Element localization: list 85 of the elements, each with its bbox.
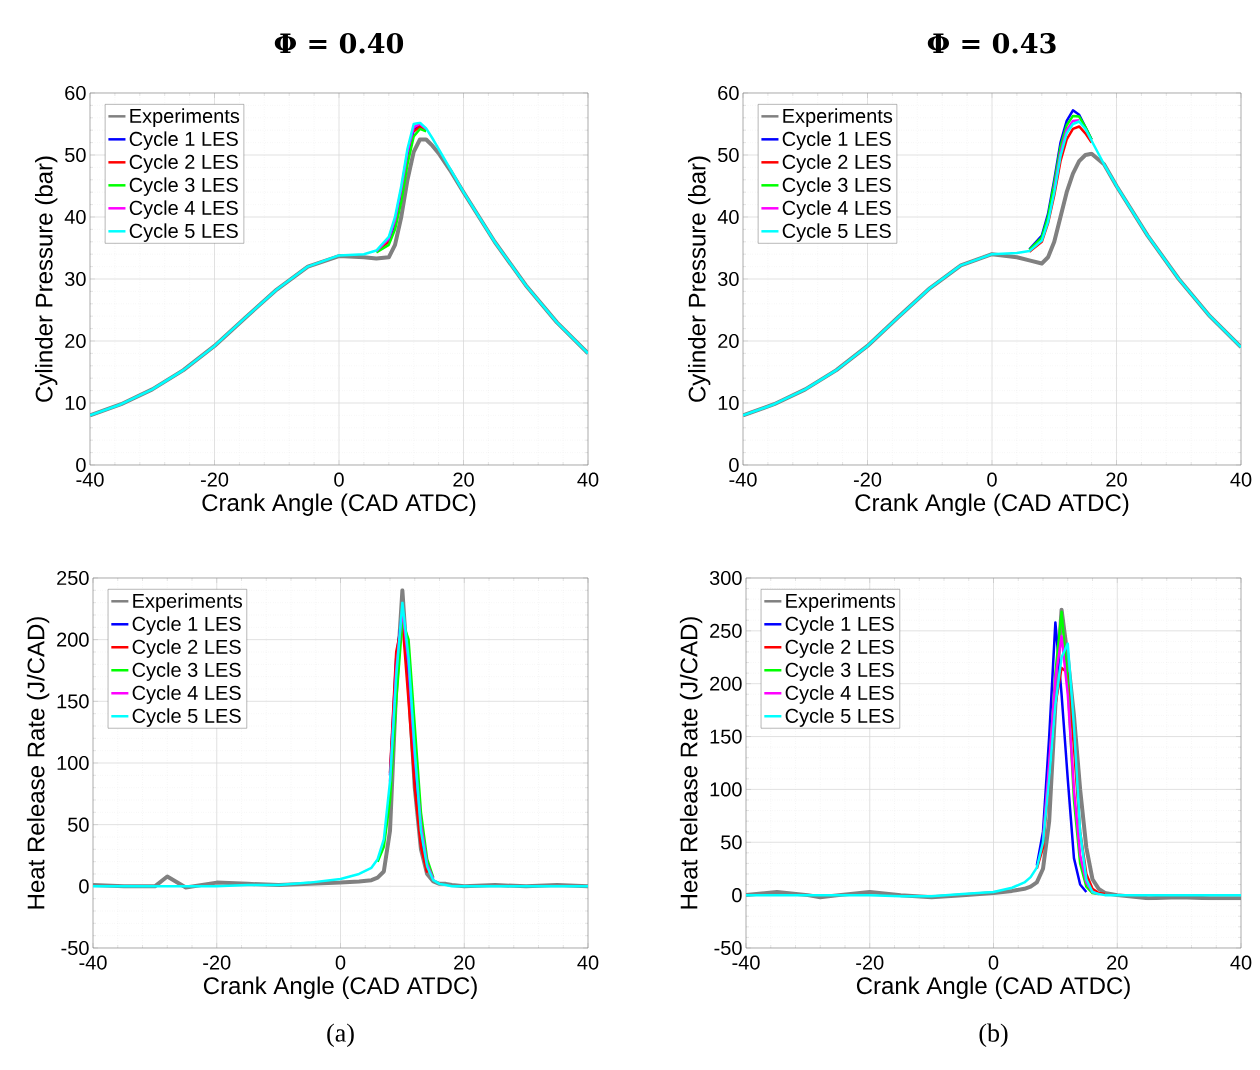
legend-label: Cycle 1 LES [129, 131, 238, 150]
y-tick-label: -50 [61, 940, 89, 956]
legend-label: Cycle 5 LES [785, 708, 894, 727]
y-tick-label: 50 [721, 835, 742, 850]
x-tick-label: 20 [1107, 955, 1128, 970]
y-axis-title: Cylinder Pressure (bar) [34, 156, 58, 402]
y-tick-label: 40 [717, 209, 739, 225]
x-tick-label: 20 [1106, 472, 1127, 487]
x-tick-label: 40 [1230, 955, 1252, 970]
legend-label: Experiments [786, 593, 896, 612]
legend-label: Cycle 5 LES [782, 223, 891, 242]
x-tick-label: 20 [453, 472, 474, 487]
y-tick-label: 30 [65, 271, 86, 287]
legend-label: Cycle 1 LES [785, 616, 894, 635]
legend-label: Cycle 1 LES [132, 616, 241, 635]
legend-label: Cycle 2 LES [132, 639, 241, 658]
y-tick-label: 50 [718, 147, 739, 163]
x-tick-label: -20 [856, 955, 884, 970]
x-tick-label: -20 [853, 472, 882, 487]
y-tick-label: 30 [718, 271, 739, 287]
y-tick-label: 200 [57, 632, 89, 647]
legend-label: Cycle 4 LES [129, 200, 238, 219]
x-tick-label: 20 [454, 955, 475, 970]
legend-label: Cycle 3 LES [782, 177, 891, 196]
x-axis-title: Crank Angle (CAD ATDC) [856, 976, 1130, 999]
legend-label: Experiments [133, 593, 243, 612]
legend-label: Cycle 3 LES [132, 662, 241, 681]
x-tick-label: 0 [335, 955, 346, 970]
text: (a) [327, 1023, 354, 1048]
x-tick-label: 40 [1230, 472, 1252, 487]
chart-title: Φ = 0.43 [927, 33, 1056, 54]
legend-label: Cycle 4 LES [782, 200, 891, 219]
y-axis-title: Heat Release Rate (J/CAD) [26, 617, 50, 909]
y-tick-label: 50 [65, 147, 86, 163]
y-tick-label: 150 [57, 694, 89, 709]
y-tick-label: 0 [729, 457, 739, 473]
y-tick-label: -50 [714, 940, 742, 956]
y-tick-label: 20 [718, 333, 739, 349]
legend-label: Cycle 3 LES [785, 662, 894, 681]
x-tick-label: -40 [732, 955, 760, 970]
y-tick-label: 200 [710, 676, 742, 691]
legend-label: Cycle 2 LES [782, 154, 891, 173]
x-axis-title: Crank Angle (CAD ATDC) [855, 493, 1129, 516]
legend-label: Cycle 3 LES [129, 177, 238, 196]
x-tick-label: -20 [200, 472, 229, 487]
x-tick-label: -20 [203, 955, 231, 970]
y-tick-label: 150 [710, 729, 742, 744]
y-tick-label: 0 [79, 879, 89, 894]
text: (b) [979, 1023, 1008, 1048]
y-tick-label: 50 [68, 817, 89, 832]
y-tick-label: 10 [718, 395, 739, 411]
legend-label: Cycle 5 LES [132, 708, 241, 727]
x-tick-label: 0 [334, 472, 344, 487]
y-tick-label: 20 [65, 333, 86, 349]
y-tick-label: 10 [65, 395, 86, 411]
y-tick-label: 40 [64, 209, 86, 225]
y-tick-label: 100 [710, 782, 742, 797]
y-tick-label: 0 [732, 888, 742, 903]
y-tick-label: 0 [76, 457, 86, 473]
y-tick-label: 60 [718, 85, 739, 101]
x-tick-label: 40 [577, 955, 599, 970]
x-tick-label: 0 [987, 472, 997, 487]
y-tick-label: 250 [57, 570, 89, 586]
y-tick-label: 100 [57, 755, 89, 771]
y-tick-label: 250 [710, 623, 742, 638]
legend-label: Cycle 2 LES [785, 639, 894, 658]
legend-label: Cycle 1 LES [782, 131, 891, 150]
x-axis-title: Crank Angle (CAD ATDC) [202, 493, 476, 516]
y-axis-title: Cylinder Pressure (bar) [687, 156, 711, 402]
legend-label: Experiments [130, 108, 240, 127]
chart-title: Φ = 0.40 [274, 33, 404, 54]
legend-label: Cycle 5 LES [129, 223, 238, 242]
legend-label: Cycle 4 LES [132, 685, 241, 704]
x-tick-label: -40 [76, 472, 104, 487]
x-tick-label: 0 [988, 955, 999, 970]
legend-label: Cycle 4 LES [785, 685, 894, 704]
legend-label: Cycle 2 LES [129, 154, 238, 173]
y-tick-label: 60 [65, 85, 86, 101]
x-tick-label: 40 [577, 472, 599, 487]
x-axis-title: Crank Angle (CAD ATDC) [203, 976, 477, 999]
x-tick-label: -40 [79, 955, 107, 970]
y-axis-title: Heat Release Rate (J/CAD) [679, 617, 703, 909]
legend-label: Experiments [783, 108, 893, 127]
x-tick-label: -40 [729, 472, 757, 487]
y-tick-label: 300 [709, 570, 742, 586]
